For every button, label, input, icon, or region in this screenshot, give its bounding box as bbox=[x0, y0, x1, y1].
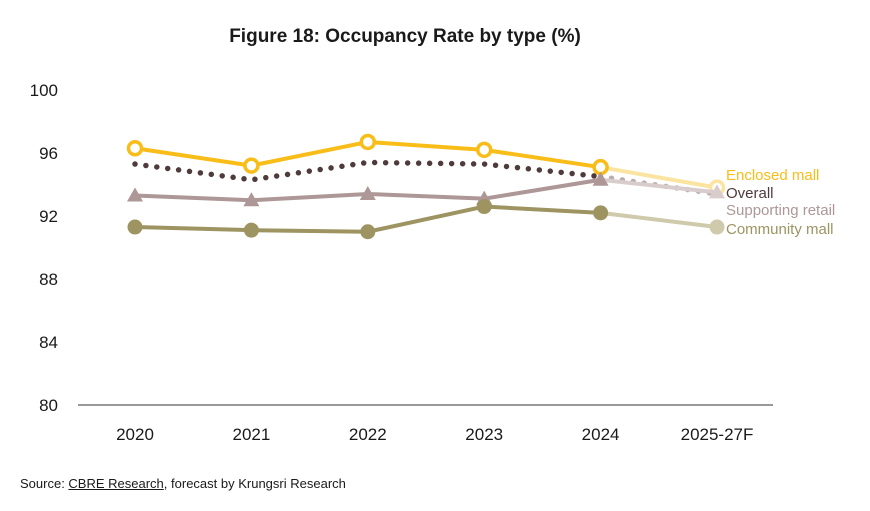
data-point bbox=[709, 184, 725, 199]
x-tick-label: 2021 bbox=[232, 425, 270, 444]
x-tick-label: 2025-27F bbox=[681, 425, 754, 444]
chart-title: Figure 18: Occupancy Rate by type (%) bbox=[229, 26, 581, 47]
data-point bbox=[359, 133, 377, 151]
x-tick-label: 2020 bbox=[116, 425, 154, 444]
x-axis: 2020 2021 2022 2023 2024 2025-27F bbox=[116, 425, 753, 444]
forecast-segment bbox=[600, 177, 718, 195]
data-point bbox=[243, 157, 260, 174]
data-point bbox=[127, 219, 143, 235]
series-overall bbox=[132, 159, 720, 197]
series-line bbox=[132, 159, 604, 183]
data-point bbox=[127, 187, 143, 202]
x-tick-label: 2023 bbox=[465, 425, 503, 444]
x-tick-label: 2024 bbox=[582, 425, 620, 444]
y-axis: 80 84 88 92 96 100 bbox=[30, 81, 58, 415]
data-point bbox=[243, 192, 260, 207]
data-point bbox=[359, 185, 376, 200]
y-tick-label: 80 bbox=[39, 396, 58, 415]
occupancy-chart: Figure 18: Occupancy Rate by type (%) 80… bbox=[30, 26, 836, 444]
data-point bbox=[592, 171, 609, 186]
source-note: Source: CBRE Research, forecast by Krung… bbox=[20, 476, 346, 491]
data-point bbox=[126, 140, 144, 157]
data-point bbox=[475, 141, 493, 159]
y-tick-label: 84 bbox=[39, 333, 58, 352]
series-label-community-mall: Community mall bbox=[726, 221, 834, 238]
y-tick-label: 92 bbox=[39, 207, 58, 226]
source-suffix: , forecast by Krungsri Research bbox=[163, 476, 346, 491]
y-tick-label: 100 bbox=[30, 81, 58, 100]
y-tick-label: 96 bbox=[39, 144, 58, 163]
forecast-segment bbox=[600, 165, 718, 190]
series-label-supporting-retail: Supporting retail bbox=[726, 202, 835, 219]
data-point bbox=[476, 199, 492, 215]
series-supporting-retail bbox=[127, 171, 725, 207]
data-point bbox=[360, 224, 376, 240]
data-point bbox=[709, 219, 725, 235]
forecast-segment bbox=[600, 210, 718, 230]
series-label-enclosed-mall: Enclosed mall bbox=[726, 167, 819, 184]
x-tick-label: 2022 bbox=[349, 425, 387, 444]
data-point bbox=[243, 222, 259, 238]
source-prefix: Source: bbox=[20, 476, 69, 491]
series-enclosed-mall bbox=[126, 133, 726, 196]
y-tick-label: 88 bbox=[39, 270, 58, 289]
data-point bbox=[592, 158, 609, 176]
series-label-overall: Overall bbox=[726, 185, 774, 202]
series-community-mall bbox=[127, 199, 725, 240]
data-point bbox=[593, 205, 609, 221]
source-link[interactable]: CBRE Research bbox=[68, 476, 164, 491]
series-layer bbox=[126, 133, 726, 240]
